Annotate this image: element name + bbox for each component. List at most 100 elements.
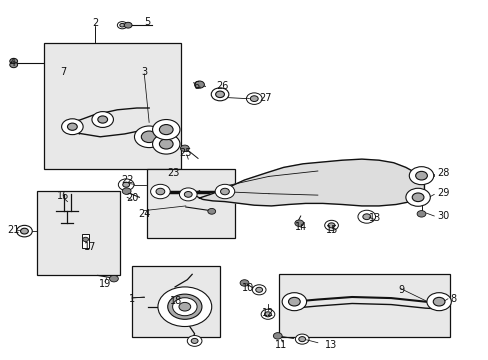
Circle shape (405, 188, 429, 206)
Circle shape (150, 184, 170, 199)
Bar (278, 274, 449, 337)
Circle shape (327, 223, 334, 228)
Circle shape (264, 312, 271, 317)
Circle shape (187, 336, 202, 346)
Bar (132, 266, 220, 337)
Circle shape (362, 214, 370, 220)
Circle shape (122, 188, 131, 194)
Circle shape (82, 237, 88, 242)
Circle shape (240, 280, 248, 286)
Circle shape (191, 338, 198, 343)
Text: 1: 1 (129, 294, 135, 304)
Circle shape (288, 297, 300, 306)
Circle shape (246, 93, 262, 104)
Text: 10: 10 (242, 283, 254, 293)
Circle shape (220, 188, 229, 195)
Circle shape (118, 179, 134, 190)
Circle shape (98, 116, 107, 123)
Text: 27: 27 (259, 93, 271, 103)
Circle shape (179, 302, 190, 311)
Polygon shape (199, 159, 424, 206)
Circle shape (294, 220, 303, 226)
Text: 28: 28 (437, 168, 449, 178)
Text: 2: 2 (92, 18, 98, 28)
Circle shape (416, 211, 425, 217)
Circle shape (152, 120, 180, 140)
Text: 26: 26 (216, 81, 228, 91)
Circle shape (167, 294, 202, 319)
Circle shape (215, 184, 234, 199)
Text: 5: 5 (144, 17, 150, 27)
Circle shape (124, 22, 132, 28)
Circle shape (159, 139, 173, 149)
Circle shape (357, 210, 375, 223)
Text: 9: 9 (397, 285, 403, 295)
Circle shape (180, 145, 189, 152)
Circle shape (415, 171, 427, 180)
Circle shape (172, 298, 197, 316)
Circle shape (120, 23, 124, 27)
Circle shape (426, 293, 450, 311)
Text: 24: 24 (138, 209, 150, 219)
Text: 13: 13 (325, 340, 337, 350)
Circle shape (122, 182, 129, 187)
Text: 11: 11 (274, 340, 286, 350)
Text: 23: 23 (167, 168, 180, 178)
Circle shape (207, 208, 215, 214)
Text: 22: 22 (121, 175, 133, 185)
Circle shape (141, 131, 157, 143)
Circle shape (17, 225, 32, 237)
Circle shape (408, 167, 433, 185)
Text: 12: 12 (261, 308, 274, 318)
Circle shape (67, 123, 77, 130)
Circle shape (432, 297, 444, 306)
Circle shape (211, 88, 228, 101)
Circle shape (282, 293, 306, 311)
Circle shape (252, 285, 265, 295)
Text: 6: 6 (193, 81, 199, 91)
Circle shape (411, 193, 423, 202)
Text: 3: 3 (141, 67, 147, 77)
Text: 16: 16 (57, 191, 70, 201)
Circle shape (10, 62, 18, 68)
Text: 18: 18 (169, 296, 182, 306)
Circle shape (156, 188, 164, 195)
Text: 20: 20 (125, 193, 138, 203)
Circle shape (61, 119, 83, 135)
Circle shape (215, 91, 224, 98)
Circle shape (117, 22, 127, 29)
Circle shape (194, 81, 204, 88)
Text: 14: 14 (294, 222, 306, 232)
Text: 21: 21 (7, 225, 20, 235)
Circle shape (10, 58, 18, 64)
Text: 19: 19 (99, 279, 111, 289)
Circle shape (295, 334, 308, 344)
Text: 8: 8 (450, 294, 456, 304)
Text: 7: 7 (61, 67, 66, 77)
Bar (146, 169, 234, 238)
Text: 29: 29 (437, 188, 449, 198)
Circle shape (134, 126, 163, 148)
Text: 15: 15 (325, 225, 338, 235)
Circle shape (179, 188, 197, 201)
Bar (37, 191, 120, 275)
Text: 4: 4 (9, 58, 15, 68)
Text: 30: 30 (437, 211, 449, 221)
Circle shape (273, 333, 282, 339)
Text: 25: 25 (179, 148, 192, 158)
Circle shape (20, 228, 28, 234)
Circle shape (255, 287, 262, 292)
Circle shape (184, 192, 192, 197)
Text: 13: 13 (368, 213, 381, 223)
Circle shape (324, 220, 338, 230)
Bar (82, 234, 89, 248)
Circle shape (159, 125, 173, 135)
Circle shape (250, 96, 258, 102)
Circle shape (261, 309, 274, 319)
Circle shape (109, 275, 118, 282)
Bar (44, 43, 181, 169)
Circle shape (158, 287, 211, 327)
Circle shape (152, 134, 180, 154)
Text: 17: 17 (84, 242, 97, 252)
Circle shape (298, 337, 305, 342)
